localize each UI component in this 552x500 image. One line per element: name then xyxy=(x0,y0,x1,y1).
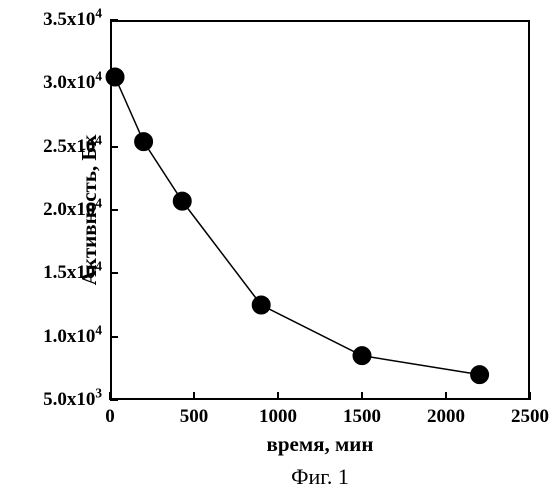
x-tick-label: 500 xyxy=(180,406,209,428)
figure-container: время, мин Активность, Бк Фиг. 1 0500100… xyxy=(0,0,552,500)
x-tick-label: 1000 xyxy=(259,406,297,428)
x-tick xyxy=(361,392,363,400)
series-line xyxy=(115,77,480,375)
y-tick xyxy=(110,82,118,84)
x-tick xyxy=(529,392,531,400)
x-tick xyxy=(193,392,195,400)
x-tick-label: 1500 xyxy=(343,406,381,428)
y-tick xyxy=(110,209,118,211)
x-axis-title: время, мин xyxy=(266,432,373,457)
y-tick xyxy=(110,19,118,21)
y-tick-label: 1.0x104 xyxy=(43,326,102,348)
y-tick xyxy=(110,272,118,274)
x-tick-label: 2000 xyxy=(427,406,465,428)
series-marker xyxy=(353,347,371,365)
y-tick-label: 2.5x104 xyxy=(43,136,102,158)
y-tick-label: 2.0x104 xyxy=(43,199,102,221)
x-tick-label: 2500 xyxy=(511,406,549,428)
y-tick-label: 1.5x104 xyxy=(43,262,102,284)
series-marker xyxy=(252,296,270,314)
y-tick xyxy=(110,336,118,338)
y-tick xyxy=(110,146,118,148)
figure-caption: Фиг. 1 xyxy=(291,464,349,490)
series-marker xyxy=(135,133,153,151)
x-tick-label: 0 xyxy=(105,406,115,428)
y-tick-label: 3.5x104 xyxy=(43,9,102,31)
series-marker xyxy=(471,366,489,384)
y-tick-label: 3.0x104 xyxy=(43,72,102,94)
x-tick xyxy=(445,392,447,400)
x-tick xyxy=(277,392,279,400)
series-marker xyxy=(173,192,191,210)
y-tick-label: 5.0x103 xyxy=(43,389,102,411)
y-tick xyxy=(110,399,118,401)
